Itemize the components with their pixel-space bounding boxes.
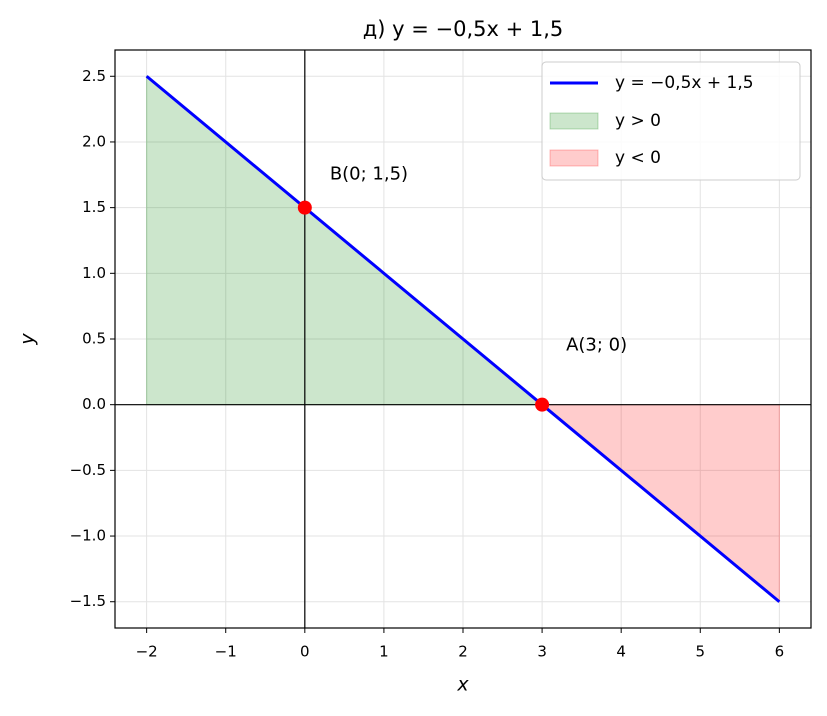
x-tick-label: 1 bbox=[379, 643, 389, 661]
point bbox=[297, 200, 312, 215]
legend-box bbox=[541, 61, 801, 181]
point bbox=[535, 397, 550, 412]
y-tick-label: 2.5 bbox=[82, 67, 106, 85]
point-label: B(0; 1,5) bbox=[330, 164, 408, 185]
point-label: A(3; 0) bbox=[566, 335, 627, 356]
y-tick-label: 1.5 bbox=[82, 198, 106, 216]
y-tick-label: −1.0 bbox=[70, 527, 106, 545]
x-tick-label: −2 bbox=[136, 643, 158, 661]
plot-frame bbox=[114, 49, 812, 629]
chart-title: д) y = −0,5x + 1,5 bbox=[363, 17, 564, 41]
x-axis-label: x bbox=[456, 674, 469, 696]
legend-swatch bbox=[549, 112, 599, 130]
x-tick-label: 3 bbox=[537, 643, 547, 661]
x-tick-label: 4 bbox=[616, 643, 626, 661]
legend-label: y = −0,5x + 1,5 bbox=[615, 73, 754, 93]
y-tick-label: 1.0 bbox=[82, 264, 106, 282]
y-tick-label: −1.5 bbox=[70, 592, 106, 610]
y-tick-label: 2.0 bbox=[82, 132, 106, 150]
x-tick-label: 6 bbox=[775, 643, 785, 661]
legend-swatch bbox=[549, 149, 599, 167]
x-tick-label: −1 bbox=[215, 643, 237, 661]
legend-label: y > 0 bbox=[615, 111, 661, 131]
y-tick-label: 0.0 bbox=[82, 395, 106, 413]
x-tick-label: 5 bbox=[695, 643, 705, 661]
y-axis-label: y bbox=[17, 333, 39, 346]
x-tick-label: 0 bbox=[300, 643, 310, 661]
legend-label: y < 0 bbox=[615, 148, 661, 168]
y-tick-label: 0.5 bbox=[82, 330, 106, 348]
y-tick-label: −0.5 bbox=[70, 461, 106, 479]
x-tick-label: 2 bbox=[458, 643, 468, 661]
